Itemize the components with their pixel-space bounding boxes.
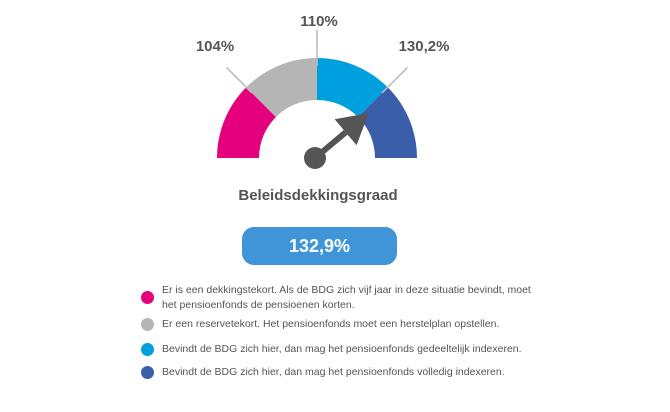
legend-text: Bevindt de BDG zich hier, dan mag het pe… — [162, 343, 522, 355]
legend-item: Bevindt de BDG zich hier, dan mag het pe… — [141, 342, 542, 357]
segment-gedeeltelijk — [317, 58, 388, 117]
gauge-value-badge: 132,9% — [242, 227, 397, 265]
legend-color-dot — [141, 343, 154, 356]
legend-item: Bevindt de BDG zich hier, dan mag het pe… — [141, 365, 542, 380]
segment-volledig — [358, 87, 417, 158]
threshold-label-130: 130,2% — [398, 38, 450, 55]
legend-color-dot — [141, 366, 154, 379]
legend-text: Bevindt de BDG zich hier, dan mag het pe… — [162, 366, 505, 378]
threshold-label-110: 110% — [300, 13, 338, 30]
threshold-label-104: 104% — [195, 38, 235, 55]
threshold-line — [381, 66, 409, 94]
legend-item: Er is een dekkingstekort. Als de BDG zic… — [141, 283, 542, 313]
legend-color-dot — [141, 318, 154, 331]
gauge-chart — [217, 30, 417, 169]
legend-color-dot — [141, 291, 154, 304]
segment-reservetekort — [246, 58, 317, 117]
threshold-line — [225, 66, 253, 94]
legend-text: Er een reservetekort. Het pensioenfonds … — [162, 318, 500, 330]
legend-item: Er een reservetekort. Het pensioenfonds … — [141, 317, 542, 332]
gauge-needle — [304, 113, 369, 169]
segment-dekkingstekort — [217, 87, 276, 158]
legend-text: Er is een dekkingstekort. Als de BDG zic… — [162, 284, 531, 311]
gauge-title: Beleidsdekkingsgraad — [238, 187, 398, 204]
